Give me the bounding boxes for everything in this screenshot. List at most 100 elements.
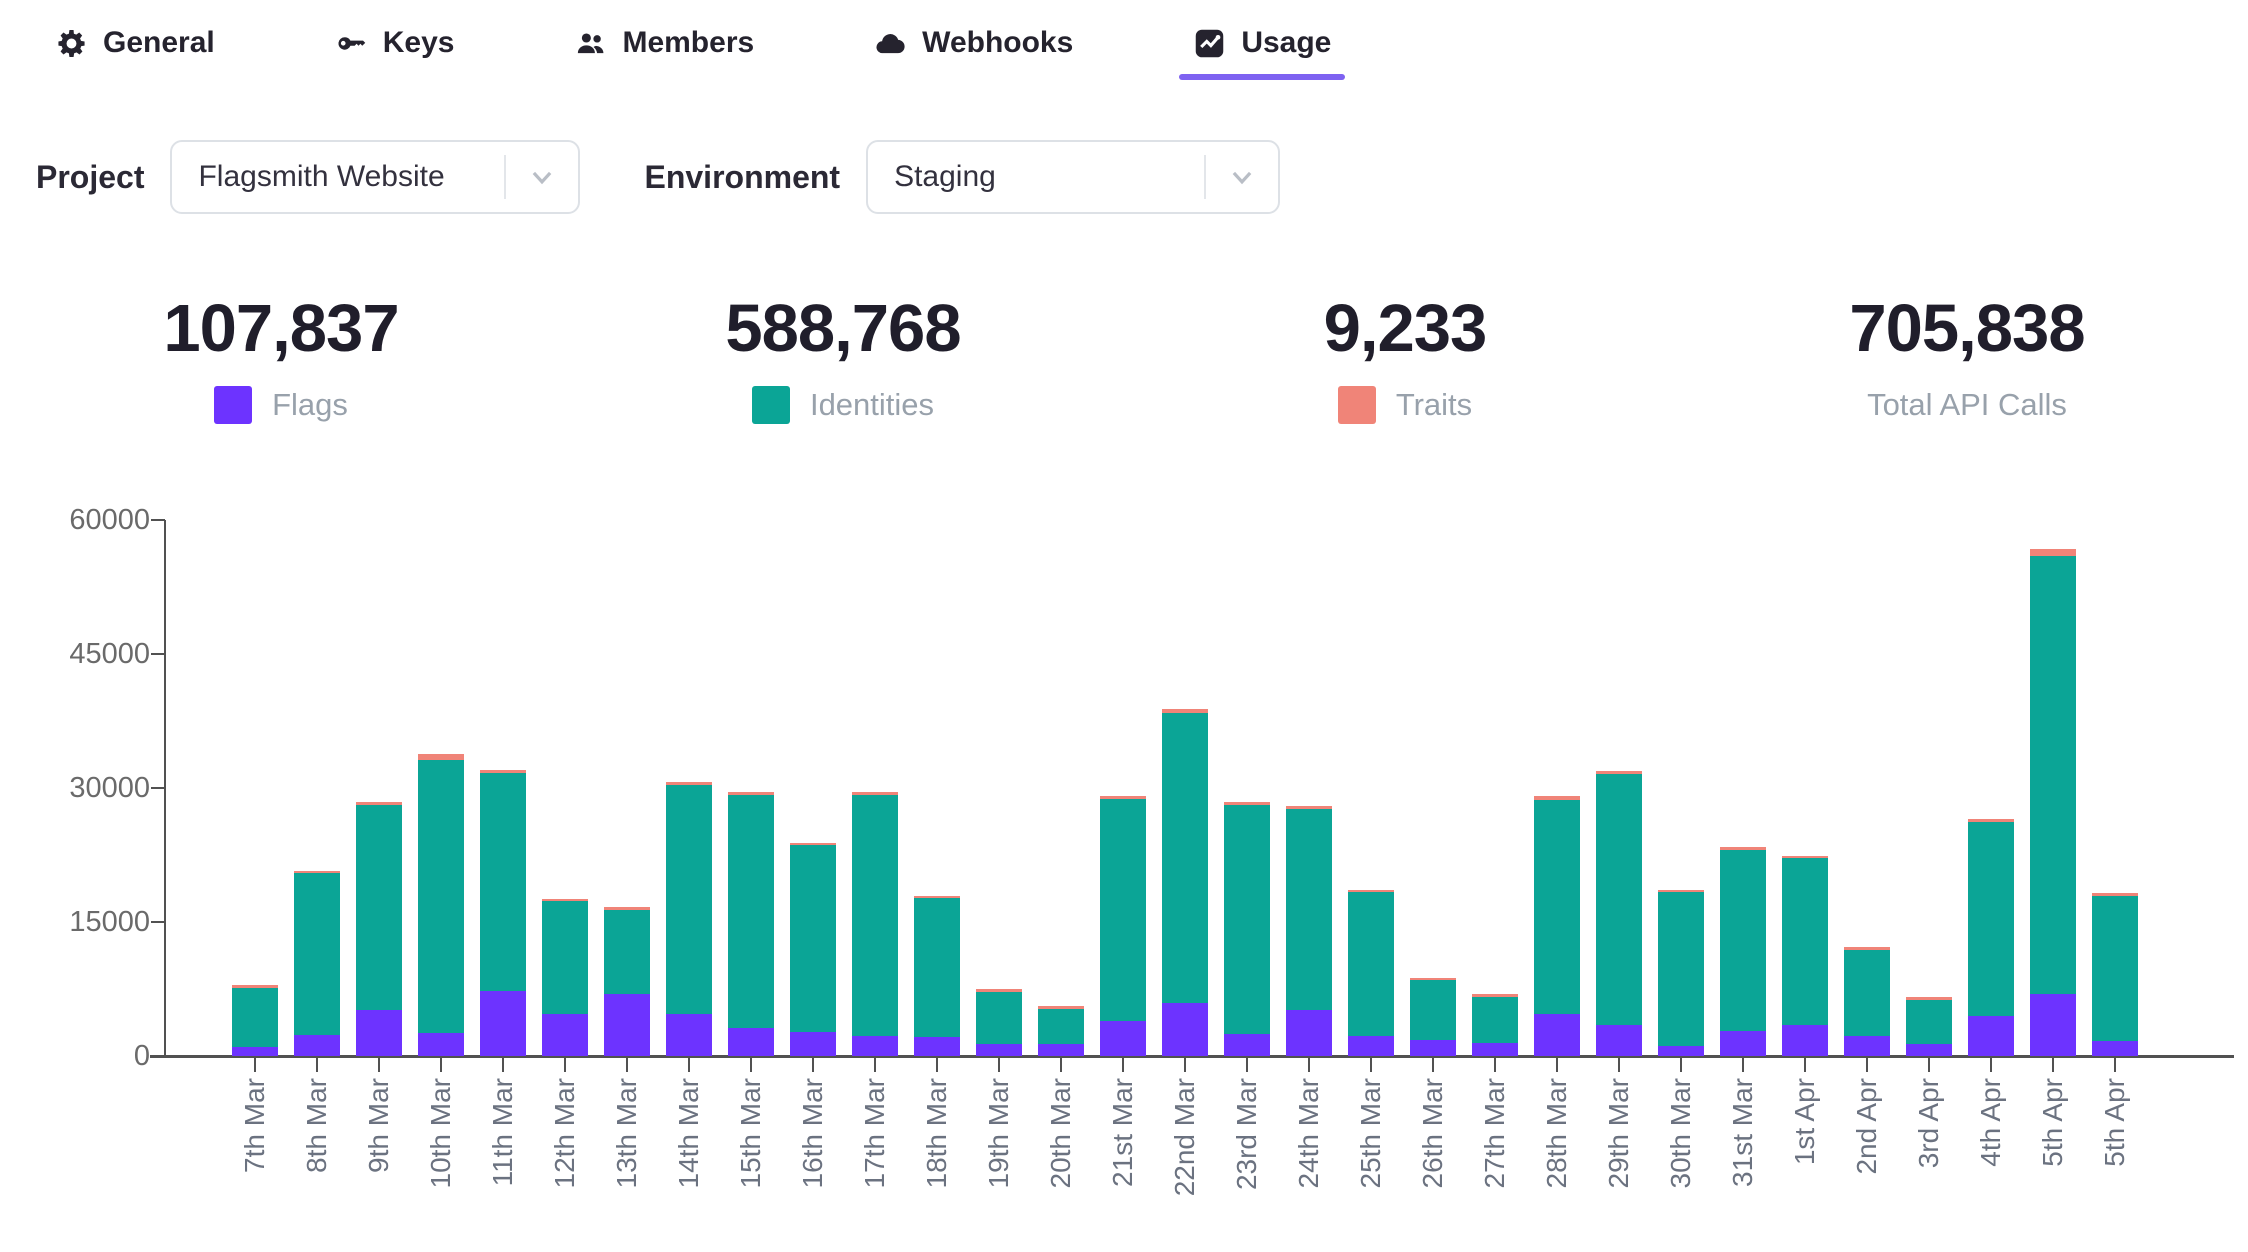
segment-identities (480, 772, 526, 991)
x-tick-mark (1928, 1058, 1930, 1072)
bar-20th-mar[interactable] (1038, 1006, 1084, 1056)
bar-2nd-apr[interactable] (1844, 947, 1890, 1056)
segment-flags (1596, 1024, 1642, 1056)
stat-value: 588,768 (725, 291, 961, 366)
bar-22nd-mar[interactable] (1162, 709, 1208, 1056)
tab-webhooks[interactable]: Webhooks (860, 14, 1087, 80)
bar-12th-mar[interactable] (542, 898, 588, 1056)
bar-23rd-mar[interactable] (1224, 802, 1270, 1056)
segment-traits (728, 791, 774, 796)
x-tick-label: 12th Mar (549, 1078, 580, 1189)
segment-flags (1658, 1046, 1704, 1056)
segment-flags (1286, 1010, 1332, 1056)
segment-identities (232, 987, 278, 1048)
stat-label: Identities (809, 387, 935, 422)
segment-flags (728, 1028, 774, 1056)
tab-members[interactable]: Members (560, 14, 768, 80)
x-slot: 1st Apr (1774, 1058, 1836, 1250)
x-tick-mark (1432, 1058, 1434, 1072)
bar-16th-mar[interactable] (790, 842, 836, 1056)
x-tick-label: 22nd Mar (1169, 1078, 1200, 1197)
x-tick-label: 4th Apr (1975, 1078, 2006, 1167)
bar-4th-apr[interactable] (1968, 819, 2014, 1056)
legend-swatch (1337, 386, 1376, 424)
bar-14th-mar[interactable] (666, 781, 712, 1056)
x-slot: 14th Mar (658, 1058, 720, 1250)
x-tick-label: 27th Mar (1479, 1078, 1510, 1189)
bar-19th-mar[interactable] (976, 989, 1022, 1056)
bar-18th-mar[interactable] (914, 895, 960, 1056)
segment-traits (1472, 994, 1518, 997)
bar-17th-mar[interactable] (852, 792, 898, 1056)
x-slot: 25th Mar (1340, 1058, 1402, 1250)
tab-keys[interactable]: Keys (321, 14, 469, 80)
segment-identities (914, 898, 960, 1038)
segment-identities (666, 784, 712, 1014)
segment-traits (480, 770, 526, 773)
bar-27th-mar[interactable] (1472, 994, 1518, 1056)
bar-28th-mar[interactable] (1534, 796, 1580, 1056)
segment-identities (1906, 999, 1952, 1044)
bar-1st-apr[interactable] (1782, 855, 1828, 1056)
x-slot: 12th Mar (534, 1058, 596, 1250)
bar-11th-mar[interactable] (480, 770, 526, 1056)
x-tick-mark (1308, 1058, 1310, 1072)
x-tick-label: 3rd Apr (1913, 1078, 1944, 1169)
y-tick-label: 0 (133, 1040, 150, 1072)
y-tick-mark (151, 1055, 165, 1057)
x-tick-mark (502, 1058, 504, 1072)
x-slot: 8th Mar (286, 1058, 348, 1250)
bar-7th-mar[interactable] (232, 985, 278, 1056)
x-tick-label: 16th Mar (797, 1078, 828, 1189)
bar-3rd-apr[interactable] (1906, 997, 1952, 1056)
bar-21st-mar[interactable] (1100, 796, 1146, 1056)
segment-flags (1162, 1003, 1208, 1056)
segment-traits (1348, 889, 1394, 893)
bar-15th-mar[interactable] (728, 791, 774, 1056)
tab-general[interactable]: General (41, 14, 229, 80)
bar-25th-mar[interactable] (1348, 889, 1394, 1056)
x-axis-line (150, 1055, 2234, 1058)
bar-31st-mar[interactable] (1720, 847, 1766, 1056)
segment-flags (1782, 1024, 1828, 1056)
segment-identities (1286, 809, 1332, 1011)
stat-identities: 588,768 Identities (562, 290, 1124, 427)
bar-9th-mar[interactable] (356, 802, 402, 1056)
segment-identities (1968, 821, 2014, 1016)
x-tick-mark (750, 1058, 752, 1072)
legend-swatch (214, 386, 253, 424)
environment-label: Environment (644, 158, 841, 195)
usage-chart-icon (1193, 27, 1226, 60)
segment-identities (1100, 798, 1146, 1022)
chevron-down-icon (1206, 164, 1278, 190)
bar-13th-mar[interactable] (604, 907, 650, 1056)
stat-flags: 107,837 Flags (0, 290, 562, 427)
bar-5th-apr[interactable] (2092, 893, 2138, 1056)
segment-traits (1720, 847, 1766, 850)
x-tick-mark (440, 1058, 442, 1072)
x-axis-ticks: 7th Mar 8th Mar 9th Mar 10th Mar 11th Mar 12t… (224, 1058, 2146, 1250)
segment-identities (1720, 849, 1766, 1031)
bar-24th-mar[interactable] (1286, 805, 1332, 1056)
bar-10th-mar[interactable] (418, 754, 464, 1056)
bar-29th-mar[interactable] (1596, 771, 1642, 1056)
segment-traits (1534, 796, 1580, 800)
key-icon (335, 27, 368, 60)
segment-flags (418, 1032, 464, 1056)
bar-8th-mar[interactable] (294, 870, 340, 1056)
x-tick-label: 7th Mar (239, 1078, 270, 1173)
tab-usage[interactable]: Usage (1179, 14, 1346, 80)
bar-30th-mar[interactable] (1658, 889, 1704, 1056)
bar-5th-apr[interactable] (2030, 548, 2076, 1056)
segment-flags (1348, 1035, 1394, 1056)
x-tick-mark (316, 1058, 318, 1072)
environment-select[interactable]: Staging (866, 140, 1281, 214)
bar-26th-mar[interactable] (1410, 977, 1456, 1056)
x-tick-label: 13th Mar (611, 1078, 642, 1189)
y-tick-label: 30000 (69, 772, 150, 804)
tab-label: General (103, 26, 215, 59)
y-tick-mark (151, 653, 165, 655)
project-select[interactable]: Flagsmith Website (170, 140, 581, 214)
y-tick-label: 60000 (69, 504, 150, 536)
x-slot: 19th Mar (968, 1058, 1030, 1250)
